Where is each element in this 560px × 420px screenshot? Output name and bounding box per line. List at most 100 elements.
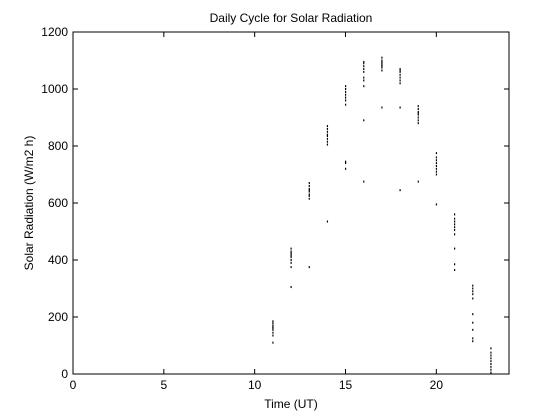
data-point — [308, 190, 310, 193]
data-point — [399, 76, 401, 79]
y-tick-label: 600 — [48, 196, 68, 210]
data-point — [363, 65, 365, 68]
data-point — [363, 79, 365, 82]
data-point — [381, 56, 383, 59]
data-point — [272, 341, 274, 344]
data-point — [345, 85, 347, 88]
data-point — [290, 286, 292, 289]
data-point — [435, 173, 438, 176]
data-point — [381, 59, 383, 62]
data-point — [272, 325, 274, 328]
data-point — [363, 68, 365, 71]
data-point — [326, 137, 329, 140]
data-point — [345, 160, 347, 163]
data-point — [490, 363, 492, 366]
plot-area — [72, 31, 510, 375]
data-point — [454, 213, 456, 216]
x-tick-label: 20 — [430, 378, 444, 392]
data-point — [472, 313, 474, 316]
data-point — [363, 70, 365, 73]
data-point — [326, 133, 329, 136]
data-point — [490, 360, 492, 363]
data-point — [490, 351, 492, 354]
data-point — [490, 368, 492, 371]
data-point — [417, 105, 419, 108]
data-point — [435, 164, 438, 167]
data-point — [363, 85, 365, 88]
data-point — [272, 320, 274, 323]
data-point — [454, 247, 456, 250]
data-point — [417, 112, 419, 115]
data-point — [399, 106, 401, 109]
data-point — [345, 167, 347, 170]
data-point — [290, 254, 292, 257]
data-point — [454, 217, 456, 220]
data-point — [272, 331, 274, 334]
data-point — [472, 337, 474, 340]
data-point — [472, 340, 474, 343]
data-point — [399, 73, 401, 76]
data-point — [417, 116, 419, 119]
y-tick-label: 1000 — [41, 82, 68, 96]
x-tick-label: 10 — [248, 378, 262, 392]
data-point — [272, 328, 274, 331]
data-point — [345, 99, 347, 102]
y-tick-label: 800 — [48, 139, 68, 153]
data-point — [435, 159, 438, 162]
data-point — [399, 82, 401, 85]
data-point — [381, 69, 383, 72]
data-point — [399, 69, 401, 72]
y-axis-label: Solar Radiation (W/m2 h) — [22, 136, 36, 271]
data-point — [490, 371, 492, 374]
data-point — [435, 152, 438, 155]
data-point — [417, 107, 419, 110]
data-point — [399, 79, 401, 82]
data-point — [472, 293, 474, 296]
x-tick-label: 5 — [160, 378, 167, 392]
data-point — [472, 328, 474, 331]
data-point — [454, 268, 456, 271]
data-point — [417, 122, 419, 125]
data-point — [363, 119, 365, 122]
data-point — [435, 203, 438, 206]
data-point — [454, 226, 456, 229]
data-point — [326, 143, 329, 146]
data-point — [308, 187, 310, 190]
data-point — [490, 354, 492, 357]
data-point — [308, 184, 310, 187]
data-point — [290, 250, 292, 253]
x-axis-label: Time (UT) — [264, 397, 318, 411]
data-point — [454, 229, 456, 232]
data-point — [381, 63, 383, 66]
data-point — [399, 68, 401, 71]
y-tick-label: 200 — [48, 310, 68, 324]
data-point — [381, 60, 383, 63]
data-point — [381, 62, 383, 65]
data-points — [272, 56, 492, 374]
data-point — [290, 247, 292, 250]
data-point — [490, 357, 492, 360]
data-point — [435, 156, 438, 159]
data-point — [490, 365, 492, 368]
data-point — [417, 110, 419, 113]
data-point — [435, 162, 438, 165]
data-point — [290, 253, 292, 256]
data-point — [472, 290, 474, 293]
data-point — [417, 180, 419, 183]
data-point — [326, 140, 329, 143]
data-point — [345, 96, 347, 99]
x-tick-label: 0 — [70, 378, 77, 392]
data-point — [381, 65, 383, 68]
data-point — [454, 220, 456, 223]
data-point — [308, 194, 310, 197]
data-point — [326, 135, 329, 138]
y-tick-label: 1200 — [41, 25, 68, 39]
data-point — [272, 334, 274, 337]
data-point — [345, 88, 347, 90]
data-point — [272, 327, 274, 330]
data-point — [454, 263, 456, 266]
data-point — [399, 70, 401, 73]
